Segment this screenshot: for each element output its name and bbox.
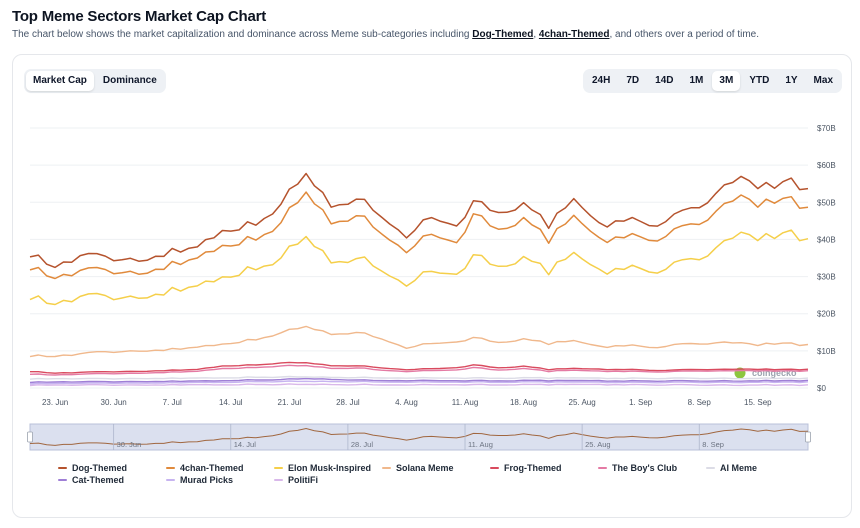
- legend-swatch: [58, 466, 67, 469]
- x-tick-label: 14. Jul: [219, 398, 243, 407]
- legend-swatch: [382, 466, 391, 469]
- series-line-dog-themed[interactable]: [29, 172, 809, 269]
- range-max-button[interactable]: Max: [813, 75, 833, 86]
- x-tick-label: 1. Sep: [629, 398, 653, 407]
- series-line-the-boy-s-club[interactable]: [29, 364, 809, 376]
- series-line-cat-themed[interactable]: [29, 377, 809, 384]
- navigator-label: 8. Sep: [702, 440, 724, 449]
- legend-swatch: [598, 466, 607, 469]
- legend-label: PolitiFi: [288, 474, 318, 485]
- chart-legend: Dog-Themed 4chan-Themed Elon Musk-Inspired…: [58, 462, 818, 485]
- legend-label: 4chan-Themed: [180, 462, 244, 473]
- range-ytd-button[interactable]: YTD: [749, 75, 770, 86]
- legend-item-frog-themed[interactable]: Frog-Themed: [490, 462, 598, 473]
- subtitle-separator: ,: [533, 29, 539, 40]
- legend-swatch: [274, 478, 283, 481]
- navigator-label: 30. Jun: [117, 440, 142, 449]
- legend-swatch: [58, 478, 67, 481]
- y-tick-label: $10B: [817, 347, 836, 356]
- y-tick-label: $50B: [817, 198, 836, 207]
- range-1m-button[interactable]: 1M: [689, 75, 704, 86]
- dog-themed-link[interactable]: Dog-Themed: [472, 29, 534, 40]
- legend-label: Elon Musk-Inspired: [288, 462, 372, 473]
- y-tick-label: $70B: [817, 124, 836, 133]
- legend-item-murad-picks[interactable]: Murad Picks: [166, 474, 274, 485]
- y-axis: $0 $10B $20B $30B $40B $50B $60B $70B: [817, 124, 836, 393]
- navigator-series-line: [29, 427, 809, 446]
- range-3m-button[interactable]: 3M: [712, 71, 741, 91]
- x-tick-label: 28. Jul: [336, 398, 360, 407]
- y-tick-label: $30B: [817, 273, 836, 282]
- y-tick-label: $0: [817, 384, 826, 393]
- coingecko-watermark-text: coingecko: [752, 368, 797, 378]
- time-range-selector: 24H 7D 14D 1M 3M YTD 1Y Max: [582, 69, 842, 93]
- series-line-elon-musk-inspired[interactable]: [29, 229, 809, 306]
- range-1y-button[interactable]: 1Y: [785, 75, 798, 86]
- x-tick-label: 11. Aug: [452, 398, 479, 407]
- x-tick-label: 23. Jun: [42, 398, 68, 407]
- legend-swatch: [706, 466, 715, 469]
- range-24h-button[interactable]: 24H: [591, 75, 611, 86]
- tab-market-cap[interactable]: Market Cap: [26, 71, 94, 91]
- legend-item-dog-themed[interactable]: Dog-Themed: [58, 462, 166, 473]
- y-tick-label: $60B: [817, 161, 836, 170]
- legend-label: Frog-Themed: [504, 462, 562, 473]
- range-navigator[interactable]: 30. Jun 14. Jul 28. Jul 11. Aug 25. Aug 8. Se…: [27, 423, 811, 451]
- y-tick-label: $20B: [817, 310, 836, 319]
- legend-item-solana-meme[interactable]: Solana Meme: [382, 462, 490, 473]
- legend-label: Solana Meme: [396, 462, 454, 473]
- legend-item-ai-meme[interactable]: AI Meme: [706, 462, 806, 473]
- chart-view-toggle: Market Cap Dominance: [24, 69, 166, 93]
- legend-item-the-boy-s-club[interactable]: The Boy's Club: [598, 462, 706, 473]
- x-tick-label: 18. Aug: [510, 398, 537, 407]
- x-tick-label: 15. Sep: [744, 398, 772, 407]
- page-title: Top Meme Sectors Market Cap Chart: [12, 8, 267, 25]
- legend-label: Cat-Themed: [72, 474, 125, 485]
- chart-series: [29, 172, 809, 387]
- range-7d-button[interactable]: 7D: [626, 75, 640, 86]
- tab-dominance[interactable]: Dominance: [102, 75, 157, 86]
- navigator-selection[interactable]: [30, 424, 808, 450]
- legend-item-politifi[interactable]: PolitiFi: [274, 474, 382, 485]
- legend-swatch: [166, 466, 175, 469]
- navigator-label: 14. Jul: [234, 440, 256, 449]
- legend-label: Dog-Themed: [72, 462, 127, 473]
- navigator-label: 25. Aug: [585, 440, 610, 449]
- legend-label: AI Meme: [720, 462, 758, 473]
- legend-label: Murad Picks: [180, 474, 234, 485]
- series-line-murad-picks[interactable]: [29, 380, 809, 385]
- series-line-4chan-themed[interactable]: [29, 191, 809, 280]
- legend-swatch: [490, 466, 499, 469]
- x-tick-label: 4. Aug: [395, 398, 418, 407]
- 4chan-themed-link[interactable]: 4chan-Themed: [538, 29, 610, 40]
- subtitle-text-before: The chart below shows the market capital…: [12, 29, 473, 40]
- legend-label: The Boy's Club: [612, 462, 678, 473]
- navigator-handle-right[interactable]: [805, 431, 811, 443]
- page-subtitle: The chart below shows the market capital…: [12, 29, 759, 40]
- legend-item-elon-musk-inspired[interactable]: Elon Musk-Inspired: [274, 462, 382, 473]
- subtitle-text-after: , and others over a period of time.: [609, 29, 760, 40]
- legend-swatch: [166, 478, 175, 481]
- series-line-ai-meme[interactable]: [29, 375, 809, 380]
- legend-item-4chan-themed[interactable]: 4chan-Themed: [166, 462, 274, 473]
- navigator-label: 28. Jul: [351, 440, 373, 449]
- x-tick-label: 30. Jun: [101, 398, 127, 407]
- series-line-frog-themed[interactable]: [30, 361, 809, 374]
- x-tick-label: 8. Sep: [688, 398, 712, 407]
- x-tick-label: 25. Aug: [569, 398, 596, 407]
- range-14d-button[interactable]: 14D: [655, 75, 674, 86]
- series-line-solana-meme[interactable]: [29, 325, 809, 358]
- navigator-label: 11. Aug: [468, 440, 493, 449]
- series-line-politifi[interactable]: [29, 383, 809, 387]
- x-tick-label: 7. Jul: [163, 398, 182, 407]
- legend-swatch: [274, 466, 283, 469]
- navigator-handle-left[interactable]: [27, 431, 33, 443]
- x-axis: 23. Jun 30. Jun 7. Jul 14. Jul 21. Jul 28. Ju…: [42, 398, 772, 407]
- y-tick-label: $40B: [817, 235, 836, 244]
- x-tick-label: 21. Jul: [278, 398, 302, 407]
- legend-item-cat-themed[interactable]: Cat-Themed: [58, 474, 166, 485]
